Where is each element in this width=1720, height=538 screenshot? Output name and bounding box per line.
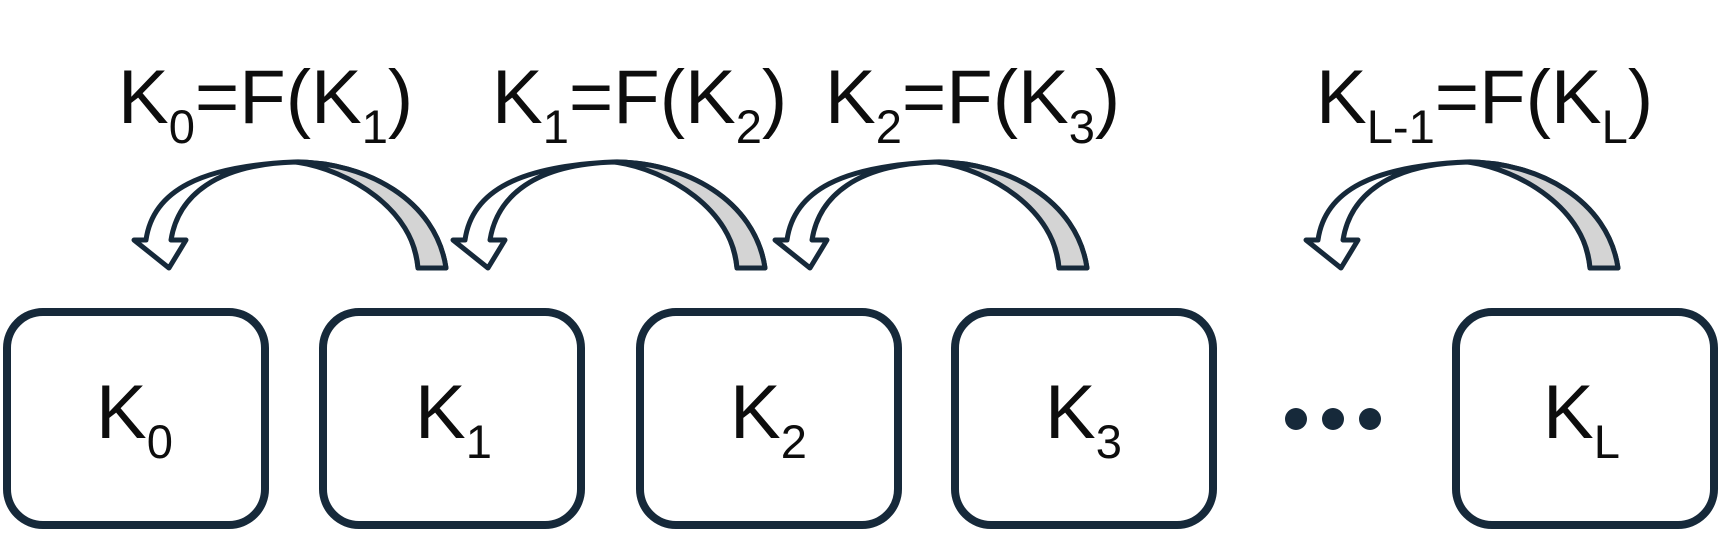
node-box-1 [319,308,585,529]
node-box-2 [636,308,902,529]
equation-label-0: K0=F(K1) [118,55,414,153]
arrow-tail-shade [1465,159,1621,271]
arrows-layer [131,159,1621,271]
equation-label-1: K1=F(K2) [492,55,788,153]
box-label-4: KL [1543,370,1620,468]
node-box-4 [1452,308,1718,529]
ellipsis-dot [1359,408,1381,430]
equation-label-3: KL-1=F(KL) [1316,55,1654,153]
box-label-0: K0 [96,370,173,468]
boxes-layer [3,308,1718,529]
ellipsis-dot [1322,408,1344,430]
box-label-2: K2 [730,370,807,468]
node-box-3 [951,308,1217,529]
ellipsis-dot [1285,408,1307,430]
ellipsis-dots-icon [1285,408,1381,430]
arrow-tail-shade [934,159,1090,271]
box-label-3: K3 [1045,370,1122,468]
box-label-1: K1 [415,370,492,468]
node-box-0 [3,308,269,529]
arrow-tail-shade [293,159,449,271]
arrow-tail-shade [612,159,768,271]
equation-label-2: K2=F(K3) [825,55,1121,153]
